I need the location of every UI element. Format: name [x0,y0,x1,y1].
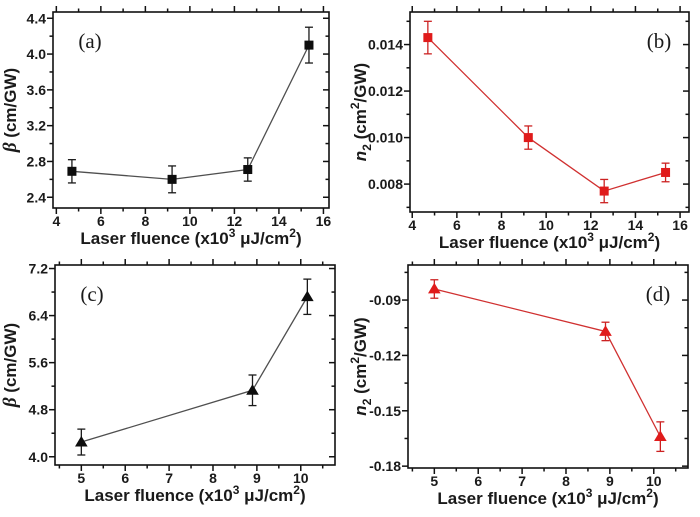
tick-labels: 4 6 8 10 12 14 16 0.008 0.010 0.012 0.014 [368,37,688,233]
panel-label: (c) [80,282,103,306]
error-bars [423,20,670,204]
svg-text:5: 5 [430,473,438,489]
svg-text:6.4: 6.4 [29,308,49,324]
svg-text:16: 16 [316,213,332,229]
panel-b: 4 6 8 10 12 14 16 0.008 0.010 0.012 0.014 Laser flu… [350,0,700,259]
y-axis-title: n2 (cm2/GW) [350,317,374,415]
svg-text:-0.15: -0.15 [369,403,401,419]
svg-text:4.4: 4.4 [27,10,47,26]
panel-b-chart: 4 6 8 10 12 14 16 0.008 0.010 0.012 0.014 Laser flu… [350,6,690,252]
panel-a-chart: 4 6 8 10 12 14 16 2.4 2.8 3.2 3.6 4.0 4.4 Laser fluen… [0,6,332,248]
y-axis-title: β (cm/GW) [0,323,21,408]
svg-text:0.008: 0.008 [368,176,403,192]
axes [402,259,689,474]
svg-text:2.4: 2.4 [27,189,47,205]
data-line [427,37,666,192]
axes [404,6,690,218]
error-bars [77,278,312,456]
panel-a: 4 6 8 10 12 14 16 2.4 2.8 3.2 3.6 4.0 4.4 Laser fluen… [0,0,350,259]
svg-text:4.0: 4.0 [29,449,49,465]
panel-c: 5 6 7 8 9 10 4.0 4.8 5.6 6.4 7.2 Laser fluence (x10… [0,259,350,517]
svg-text:6: 6 [97,213,105,229]
tick-labels: 4 6 8 10 12 14 16 2.4 2.8 3.2 3.6 4.0 4.4 [27,10,332,229]
svg-text:8: 8 [209,470,217,486]
svg-text:6: 6 [121,470,129,486]
svg-text:0.014: 0.014 [368,37,403,53]
svg-text:9: 9 [606,473,614,489]
svg-text:8: 8 [141,213,149,229]
panel-label: (d) [646,282,671,306]
svg-text:10: 10 [646,473,662,489]
svg-text:3.2: 3.2 [27,118,47,134]
svg-text:8: 8 [498,217,506,233]
panel-c-chart: 5 6 7 8 9 10 4.0 4.8 5.6 6.4 7.2 Laser fluence (x10… [0,259,336,505]
svg-text:12: 12 [227,213,243,229]
svg-text:4: 4 [408,217,416,233]
x-axis-title: Laser fluence (x103 μJ/cm2) [439,230,660,252]
svg-text:9: 9 [253,470,261,486]
data-markers [428,282,667,442]
data-markers [75,290,314,447]
y-axis-title: n2 (cm2/GW) [350,63,374,161]
panel-label: (a) [78,29,101,53]
svg-text:10: 10 [293,470,309,486]
svg-text:10: 10 [538,217,554,233]
svg-text:4: 4 [52,213,60,229]
panel-label: (b) [647,29,672,53]
svg-text:0.012: 0.012 [368,83,403,99]
panel-d-chart: 5 6 7 8 9 10 -0.18 -0.15 -0.12 -0.09 Laser fluence… [350,259,689,508]
svg-text:5.6: 5.6 [29,355,49,371]
svg-text:2.8: 2.8 [27,153,47,169]
data-line [434,288,661,437]
svg-text:3.6: 3.6 [27,82,47,98]
svg-text:7: 7 [518,473,526,489]
data-markers [67,40,314,184]
svg-text:6: 6 [474,473,482,489]
svg-text:4.0: 4.0 [27,46,47,62]
svg-text:-0.18: -0.18 [369,458,401,474]
tick-labels: 5 6 7 8 9 10 4.0 4.8 5.6 6.4 7.2 [29,261,309,486]
y-axis-title: β (cm/GW) [0,68,21,153]
svg-text:7.2: 7.2 [29,261,49,277]
axes [47,6,330,214]
svg-text:4.8: 4.8 [29,402,49,418]
svg-text:5: 5 [77,470,85,486]
panel-d: 5 6 7 8 9 10 -0.18 -0.15 -0.12 -0.09 Laser fluence… [350,259,700,517]
svg-text:14: 14 [271,213,287,229]
tick-labels: 5 6 7 8 9 10 -0.18 -0.15 -0.12 -0.09 [369,292,662,489]
svg-text:12: 12 [583,217,599,233]
error-bars [67,26,313,194]
axes [49,259,336,471]
svg-text:-0.12: -0.12 [369,347,401,363]
x-axis-title: Laser fluence (x103 μJ/cm2) [84,483,305,505]
data-line [81,296,308,443]
svg-text:7: 7 [165,470,173,486]
svg-text:6: 6 [453,217,461,233]
svg-text:16: 16 [672,217,688,233]
x-axis-title: Laser fluence (x103 μJ/cm2) [80,226,301,248]
error-bars [430,279,665,453]
data-line [71,44,310,181]
x-axis-title: Laser fluence (x103 μJ/cm2) [437,486,658,508]
svg-text:-0.09: -0.09 [369,292,401,308]
data-markers [423,33,671,196]
svg-text:10: 10 [182,213,198,229]
svg-text:8: 8 [562,473,570,489]
svg-text:14: 14 [628,217,644,233]
svg-text:0.010: 0.010 [368,130,403,146]
